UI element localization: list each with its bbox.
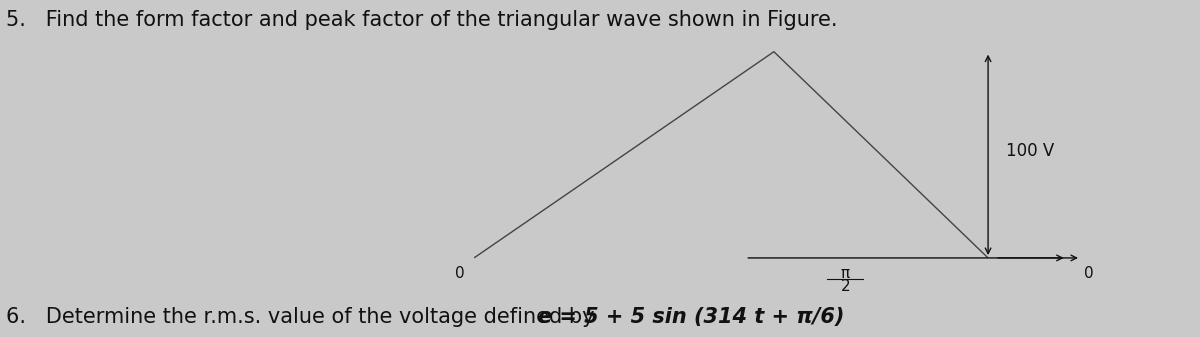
Text: 100 V: 100 V — [1006, 142, 1054, 160]
Text: 0: 0 — [1085, 266, 1094, 281]
Text: π: π — [841, 266, 850, 281]
Text: 2: 2 — [840, 279, 850, 294]
Text: 5.   Find the form factor and peak factor of the triangular wave shown in Figure: 5. Find the form factor and peak factor … — [6, 10, 838, 30]
Text: e = 5 + 5 sin (314 t + π/6): e = 5 + 5 sin (314 t + π/6) — [538, 307, 844, 327]
Text: 0: 0 — [455, 266, 464, 281]
Text: 6.   Determine the r.m.s. value of the voltage defined by: 6. Determine the r.m.s. value of the vol… — [6, 307, 601, 327]
